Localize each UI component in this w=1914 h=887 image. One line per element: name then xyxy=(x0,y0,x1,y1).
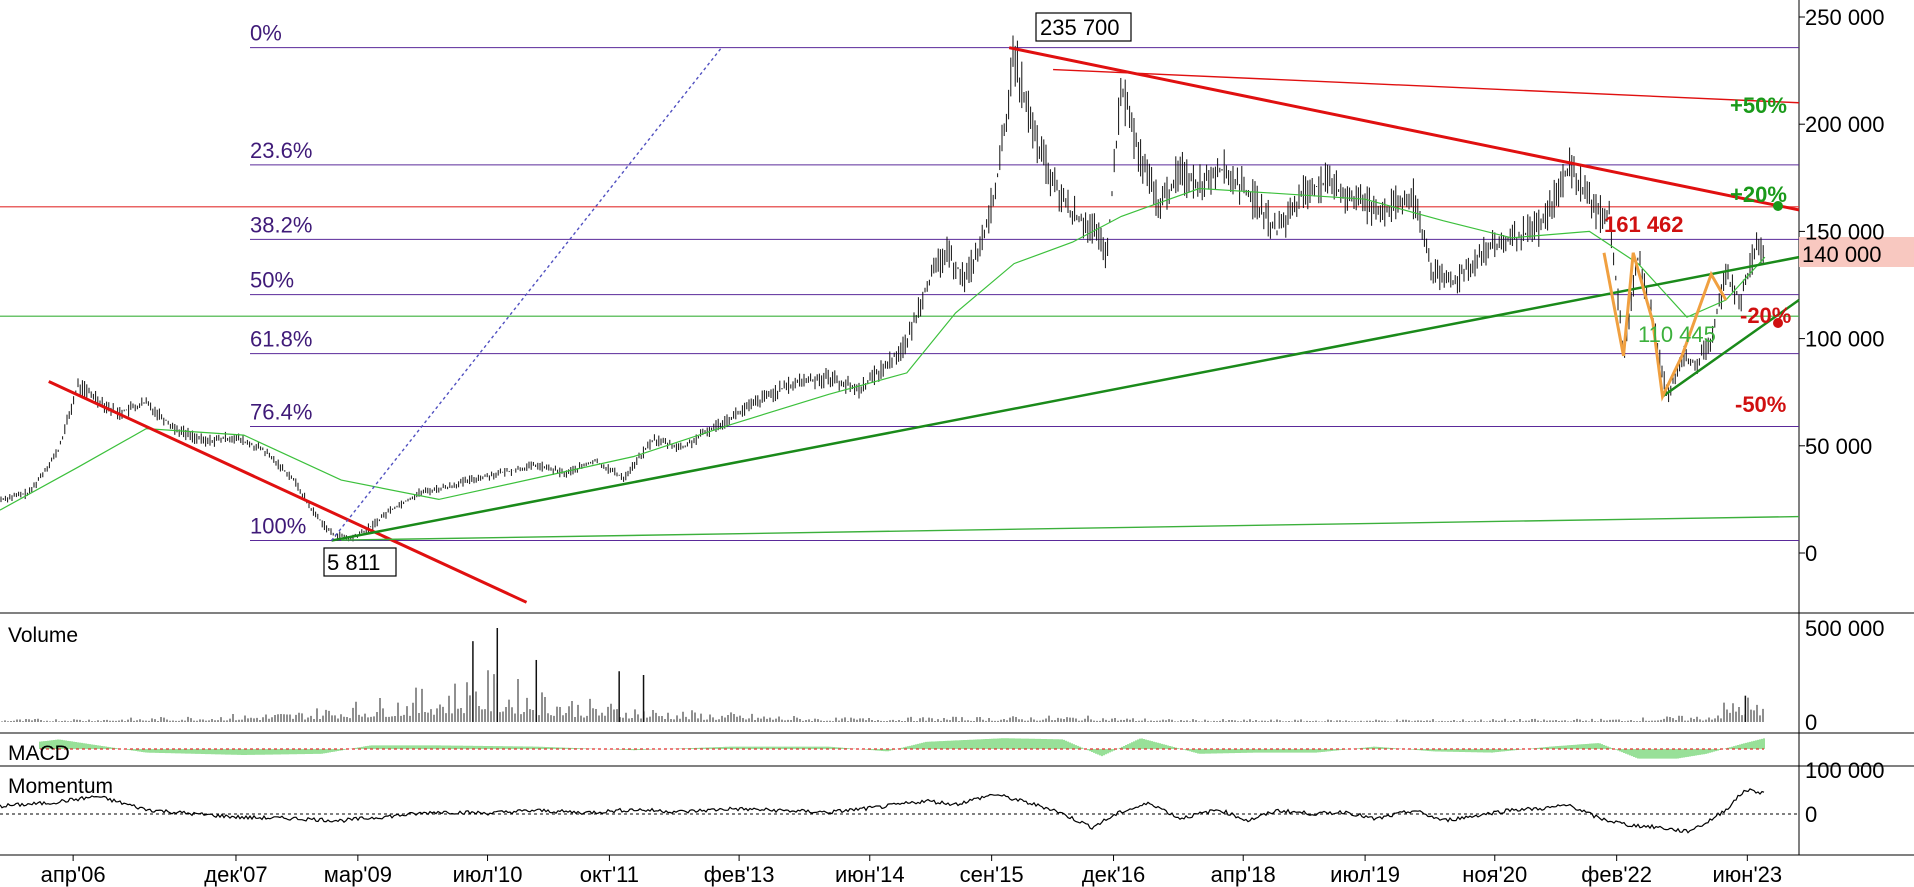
y-tick-label: 0 xyxy=(1805,541,1817,566)
volume-tick-label: 500 000 xyxy=(1805,616,1885,641)
trendline xyxy=(1661,298,1800,398)
x-tick-label: мар'09 xyxy=(324,862,392,887)
trendline xyxy=(330,47,723,541)
x-tick-label: июл'19 xyxy=(1330,862,1400,887)
volume-y-axis: 500 000 0 xyxy=(1805,616,1885,735)
x-tick-label: июн'14 xyxy=(835,862,905,887)
minus50-label: -50% xyxy=(1735,392,1786,417)
plus50-label: +50% xyxy=(1730,93,1787,118)
momentum-y-axis: 100 000 0 xyxy=(1805,758,1885,827)
price-y-axis: 250 000 200 000 150 000 100 000 50 000 0 xyxy=(1799,5,1885,566)
current-price-highlight xyxy=(1799,237,1914,267)
fib-label: 61.8% xyxy=(250,327,312,352)
fib-label: 100% xyxy=(250,514,306,539)
trendline xyxy=(1008,46,1800,212)
momentum-tick-label: 0 xyxy=(1805,802,1817,827)
x-tick-label: сен'15 xyxy=(960,862,1024,887)
price-candles xyxy=(0,35,1764,542)
y-tick-label: 50 000 xyxy=(1805,434,1872,459)
level-161-label: 161 462 xyxy=(1604,212,1684,237)
fib-levels: 0% 23.6% 38.2% 50% 61.8% 76.4% 100% xyxy=(250,21,1799,542)
x-tick-label: дек'16 xyxy=(1082,862,1145,887)
x-tick-label: окт'11 xyxy=(580,862,639,887)
volume-title: Volume xyxy=(8,624,78,647)
x-axis: апр'06 дек'07 мар'09 июл'10 окт'11 фев'13 июн'… xyxy=(41,855,1783,887)
high-label: 235 700 xyxy=(1040,15,1120,40)
trendline xyxy=(341,515,1800,541)
momentum-panel: Momentum 100 000 0 xyxy=(0,758,1914,856)
level-110-label: 110 445 xyxy=(1638,322,1716,347)
minus20-marker xyxy=(1773,318,1783,328)
y-tick-label: 200 000 xyxy=(1805,112,1885,137)
volume-tick-label: 0 xyxy=(1805,710,1817,735)
y-tick-label: 250 000 xyxy=(1805,5,1885,30)
fib-label: 0% xyxy=(250,21,282,46)
fib-label: 38.2% xyxy=(250,212,312,237)
x-tick-label: апр'06 xyxy=(41,862,106,887)
price-panel: 0% 23.6% 38.2% 50% 61.8% 76.4% 100% 250 000 200… xyxy=(0,0,1914,614)
macd-panel: MACD xyxy=(0,733,1914,767)
current-price-label: 140 000 xyxy=(1802,242,1882,267)
minus20-label: -20% xyxy=(1740,303,1791,328)
fib-label: 23.6% xyxy=(250,138,312,163)
low-label-box xyxy=(323,547,397,577)
trendlines xyxy=(48,46,1800,604)
x-tick-label: дек'07 xyxy=(204,862,267,887)
x-tick-label: фев'13 xyxy=(704,862,775,887)
volume-bars xyxy=(1,628,1764,722)
macd-title: MACD xyxy=(8,742,70,765)
y-tick-label: 100 000 xyxy=(1805,327,1885,352)
high-label-box xyxy=(1035,12,1132,42)
trendline xyxy=(331,255,1800,542)
plus20-marker xyxy=(1773,201,1783,211)
trendline xyxy=(1053,68,1800,104)
momentum-title: Momentum xyxy=(8,775,113,798)
momentum-tick-label: 100 000 xyxy=(1805,758,1885,783)
x-tick-label: ноя'20 xyxy=(1462,862,1527,887)
x-tick-label: фев'22 xyxy=(1581,862,1652,887)
x-tick-label: июн'23 xyxy=(1713,862,1783,887)
fib-label: 50% xyxy=(250,268,294,293)
x-tick-label: апр'18 xyxy=(1211,862,1276,887)
moving-average-line xyxy=(0,187,1766,511)
orange-wave-pattern xyxy=(1602,252,1728,402)
low-label: 5 811 xyxy=(327,550,380,575)
y-tick-label: 150 000 xyxy=(1805,219,1885,244)
momentum-line xyxy=(0,788,1765,834)
fib-label: 76.4% xyxy=(250,400,312,425)
trendline xyxy=(48,380,528,604)
volume-panel: Volume 500 000 0 xyxy=(0,613,1914,735)
x-tick-label: июл'10 xyxy=(453,862,523,887)
